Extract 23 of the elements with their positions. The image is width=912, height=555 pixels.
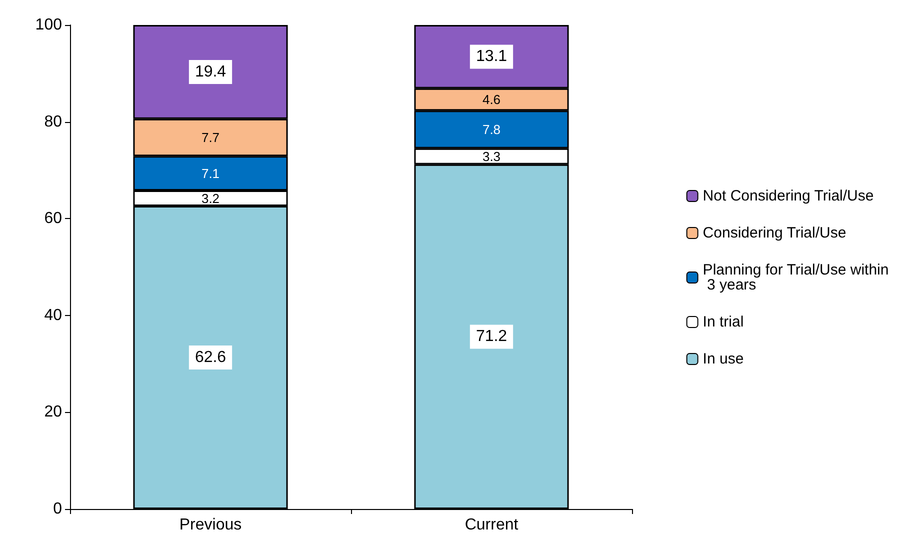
y-tick-label: 60 bbox=[44, 210, 62, 228]
legend-label: Not Considering Trial/Use bbox=[702, 188, 874, 204]
y-tick-label: 40 bbox=[44, 306, 62, 324]
data-label: 62.6 bbox=[194, 349, 226, 366]
data-label: 19.4 bbox=[194, 63, 226, 80]
data-label: 3.2 bbox=[201, 190, 220, 206]
y-tick-label: 0 bbox=[53, 500, 62, 518]
x-tick-label: Previous bbox=[179, 516, 242, 534]
legend-label: Considering Trial/Use bbox=[702, 224, 846, 242]
legend-label: Planning for Trial/Use within 3 years bbox=[702, 262, 889, 294]
data-label: 13.1 bbox=[476, 48, 508, 66]
data-label: 4.6 bbox=[482, 92, 501, 108]
y-tick-label: 80 bbox=[44, 113, 62, 130]
legend-label: In use bbox=[702, 350, 744, 368]
data-label: 3.3 bbox=[482, 148, 501, 164]
y-tick-label: 20 bbox=[44, 404, 62, 421]
x-tick-label: Current bbox=[464, 516, 519, 534]
data-label: 71.2 bbox=[476, 328, 508, 346]
data-label: 7.1 bbox=[201, 166, 220, 181]
legend-label: In trial bbox=[702, 314, 744, 330]
data-label: 7.8 bbox=[482, 122, 501, 138]
y-tick-label: 100 bbox=[35, 16, 62, 34]
data-label: 7.7 bbox=[201, 130, 220, 146]
